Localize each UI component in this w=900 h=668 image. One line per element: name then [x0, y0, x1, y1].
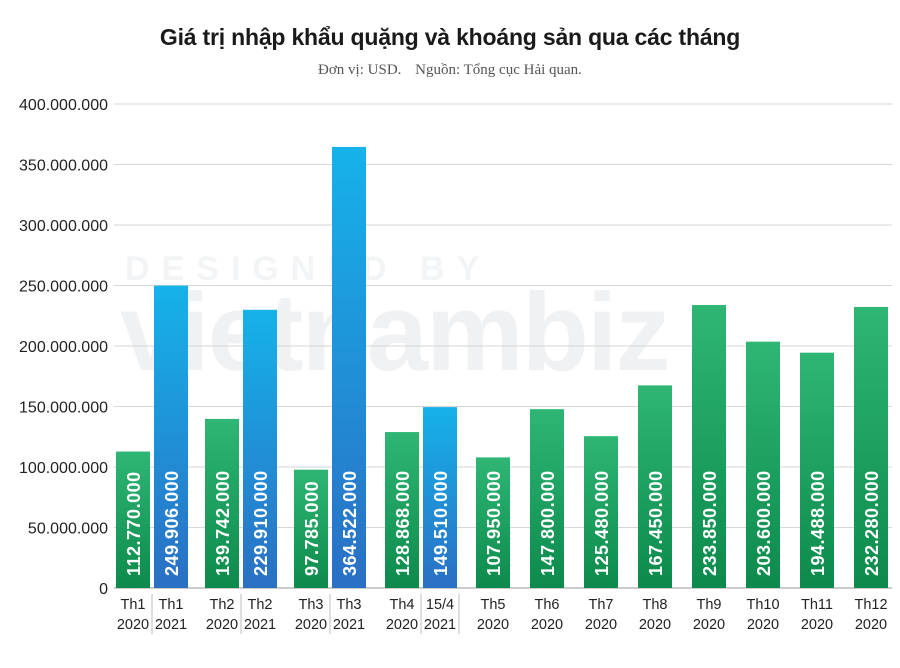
x-tick-label-month: Th6 [535, 597, 560, 613]
x-tick-label-month: Th8 [643, 597, 668, 613]
x-tick-label-year: 2020 [206, 617, 238, 633]
bar-Th1-2020 [116, 451, 150, 588]
y-axis: 0 50.000.000 100.000.000 150.000.000 200.000… [19, 97, 108, 598]
bar-value-label: 203.600.000 [754, 470, 774, 576]
bar-Th1-2021 [154, 285, 188, 588]
x-tick-label-year: 2020 [747, 617, 779, 633]
y-tick-label: 100.000.000 [19, 460, 108, 477]
x-tick-label-year: 2021 [424, 617, 456, 633]
y-tick-label: 300.000.000 [19, 218, 108, 235]
bar-Th6-2020 [530, 409, 564, 588]
bar-value-label: 194.488.000 [808, 470, 828, 576]
bar-Th2-2020 [205, 418, 239, 588]
bar-value-label: 149.510.000 [431, 470, 451, 576]
y-tick-label: 50.000.000 [28, 521, 108, 538]
bar-Th3-2020 [294, 469, 328, 588]
x-tick-label-year: 2021 [244, 617, 276, 633]
watermark: DESIGNED BY vietnambiz [120, 250, 670, 394]
y-tick-label: 400.000.000 [19, 97, 108, 114]
bar-Th10-2020 [746, 341, 780, 588]
bar-value-label: 139.742.000 [213, 470, 233, 576]
bar-Th3-2021 [332, 146, 366, 588]
x-tick-label-year: 2020 [639, 617, 671, 633]
bar-Th12-2020 [854, 306, 888, 588]
x-tick-label-month: Th1 [159, 597, 184, 613]
x-tick-label-year: 2020 [585, 617, 617, 633]
bar-value-label: 125.480.000 [592, 470, 612, 576]
x-tick-label-month: 15/4 [426, 597, 454, 613]
x-tick-label-year: 2020 [801, 617, 833, 633]
bar-Th11-2020 [800, 352, 834, 588]
bar-value-label: 167.450.000 [646, 470, 666, 576]
bar-Th5-2020 [476, 457, 510, 588]
x-tick-label-month: Th5 [481, 597, 506, 613]
x-tick-label-year: 2020 [117, 617, 149, 633]
x-tick-label-year: 2020 [386, 617, 418, 633]
x-tick-label-year: 2020 [295, 617, 327, 633]
unit-note: Đơn vị: USD. [318, 62, 402, 78]
bar-value-label: 97.785.000 [302, 481, 322, 576]
x-tick-label-month: Th2 [210, 597, 235, 613]
x-tick-label-month: Th12 [854, 597, 887, 613]
y-tick-label: 350.000.000 [19, 158, 108, 175]
x-tick-label-month: Th3 [337, 597, 362, 613]
x-tick-label-month: Th7 [589, 597, 614, 613]
x-tick-label-month: Th9 [697, 597, 722, 613]
x-tick-label-month: Th2 [248, 597, 273, 613]
x-tick-label-month: Th10 [746, 597, 779, 613]
x-tick-label-year: 2020 [477, 617, 509, 633]
watermark-line2: vietnambiz [120, 271, 668, 394]
watermark-line1: DESIGNED BY [125, 250, 491, 288]
x-tick-label-year: 2020 [855, 617, 887, 633]
x-tick-label-month: Th1 [121, 597, 146, 613]
bar-value-label: 364.522.000 [340, 470, 360, 576]
chart-subtitle: Đơn vị: USD. Nguồn: Tổng cục Hải quan. [0, 62, 900, 79]
x-tick-label-year: 2021 [333, 617, 365, 633]
y-tick-label: 0 [99, 581, 108, 598]
bar-value-label: 128.868.000 [393, 470, 413, 576]
x-tick-label-month: Th11 [801, 597, 833, 613]
x-tick-label-year: 2020 [693, 617, 725, 633]
x-tick-label-year: 2020 [531, 617, 563, 633]
bar-value-label: 147.800.000 [538, 470, 558, 576]
chart-title: Giá trị nhập khẩu quặng và khoáng sản qu… [159, 24, 741, 50]
bar-value-label: 112.770.000 [124, 471, 144, 576]
y-tick-label: 150.000.000 [19, 400, 108, 417]
x-tick-label-year: 2021 [155, 617, 187, 633]
y-tick-label: 200.000.000 [19, 339, 108, 356]
y-tick-label: 250.000.000 [19, 279, 108, 296]
bar-value-label: 233.850.000 [700, 470, 720, 576]
bar-Th9-2020 [692, 305, 726, 588]
bar-Th8-2020 [638, 385, 672, 588]
x-tick-label-month: Th4 [390, 597, 415, 613]
x-tick-label-month: Th3 [299, 597, 324, 613]
bars: 112.770.000 249.906.000 139.742.000 229.910… [116, 146, 888, 588]
bar-Th7-2020 [584, 436, 618, 588]
bar-value-label: 107.950.000 [484, 470, 504, 576]
bar-Th4-2020 [385, 432, 419, 588]
bar-Th2-2021 [243, 309, 277, 588]
x-axis: Th1 2020 Th1 2021 Th2 2020 Th2 2021 Th3 2020 Th3 20… [117, 594, 888, 634]
bar-15-4-2021 [423, 407, 457, 588]
bar-value-label: 249.906.000 [162, 470, 182, 576]
bar-value-label: 229.910.000 [251, 470, 271, 576]
source-note: Nguồn: Tổng cục Hải quan. [415, 62, 582, 78]
bar-value-label: 232.280.000 [862, 470, 882, 576]
